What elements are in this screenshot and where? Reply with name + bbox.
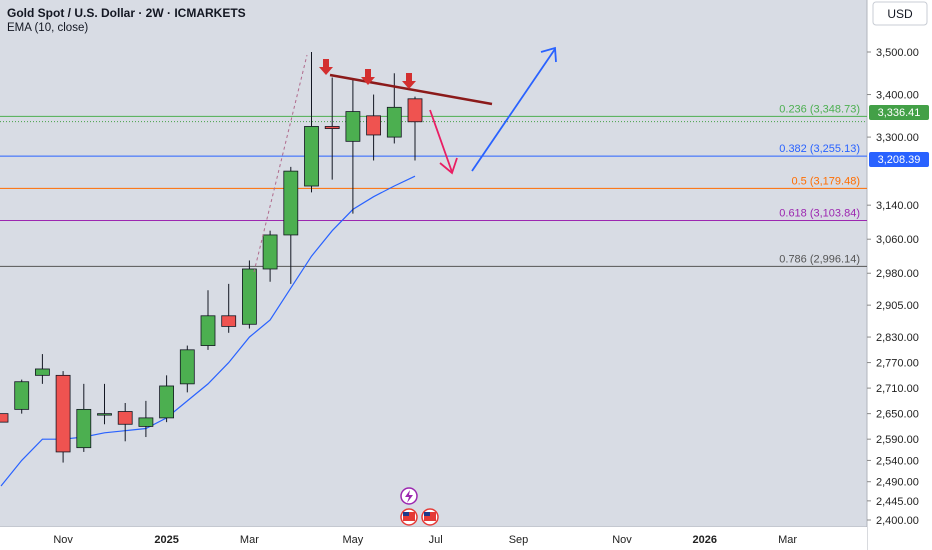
candle-10 bbox=[200, 290, 216, 350]
x-tick-label-6: Nov bbox=[612, 534, 632, 546]
candle-body-8 bbox=[159, 385, 175, 419]
candle-body-15 bbox=[304, 126, 319, 187]
x-tick-label-8: Mar bbox=[778, 534, 797, 546]
annotations bbox=[253, 46, 557, 526]
candle-body-6 bbox=[117, 411, 133, 425]
y-tick-label-11: 3,060.00 bbox=[876, 234, 919, 246]
candle-19 bbox=[386, 73, 402, 144]
currency-button-label[interactable]: USD bbox=[887, 7, 913, 21]
candle-0 bbox=[0, 413, 9, 423]
fib-label-0.618: 0.618 (3,103.84) bbox=[779, 208, 860, 220]
candle-body-12 bbox=[241, 268, 257, 325]
candle-body-9 bbox=[179, 349, 195, 385]
candle-14 bbox=[283, 166, 299, 284]
chart-title: Gold Spot / U.S. Dollar · 2W · ICMARKETS bbox=[7, 6, 246, 20]
fib-label-0.5: 0.5 (3,179.48) bbox=[792, 175, 861, 187]
candle-13 bbox=[262, 230, 278, 282]
candle-3 bbox=[55, 371, 71, 463]
candle-1 bbox=[14, 379, 30, 414]
fib-label-0.236: 0.236 (3,348.73) bbox=[779, 103, 860, 115]
candle-body-10 bbox=[200, 315, 216, 346]
candle-12 bbox=[241, 260, 257, 329]
candle-body-16 bbox=[324, 126, 340, 129]
candle-body-18 bbox=[366, 115, 382, 136]
candles bbox=[0, 52, 423, 463]
y-tick-label-8: 2,830.00 bbox=[876, 332, 919, 344]
y-tick-label-2: 2,490.00 bbox=[876, 477, 919, 489]
candle-8 bbox=[159, 375, 175, 423]
current-price-label: 3,336.41 bbox=[878, 107, 921, 119]
candle-17 bbox=[345, 79, 361, 214]
fibonacci-levels: 0.236 (3,348.73) 0.382 (3,255.13) 0.5 (3,1… bbox=[0, 103, 867, 267]
candle-body-11 bbox=[221, 315, 237, 327]
y-tick-label-14: 3,300.00 bbox=[876, 132, 919, 144]
time-axis-background bbox=[0, 527, 867, 550]
current-price-tag: 3,336.41 bbox=[869, 105, 929, 120]
down-marker-3 bbox=[402, 73, 416, 89]
candle-4 bbox=[76, 383, 92, 452]
currency-button[interactable]: USD bbox=[872, 1, 928, 26]
fib-label-0.786: 0.786 (2,996.14) bbox=[779, 253, 860, 265]
candle-9 bbox=[179, 345, 195, 393]
candle-body-5 bbox=[97, 413, 112, 416]
down-marker-2 bbox=[361, 69, 375, 85]
candle-body-2 bbox=[35, 368, 50, 376]
candle-body-17 bbox=[345, 111, 361, 142]
candle-11 bbox=[221, 283, 237, 333]
ema-price-label: 3,208.39 bbox=[878, 154, 921, 166]
time-axis[interactable]: Nov 2025 Mar May Jul Sep Nov 2026 Mar bbox=[53, 534, 797, 546]
candle-body-7 bbox=[138, 417, 154, 427]
x-tick-label-7: 2026 bbox=[693, 534, 717, 546]
candle-body-19 bbox=[386, 106, 402, 138]
x-tick-label-1: 2025 bbox=[154, 534, 178, 546]
ema-price-tag: 3,208.39 bbox=[869, 152, 929, 167]
indicator-legend: EMA (10, close) bbox=[7, 22, 88, 34]
candle-body-14 bbox=[283, 170, 299, 236]
y-tick-label-10: 2,980.00 bbox=[876, 268, 919, 280]
y-tick-label-3: 2,540.00 bbox=[876, 455, 919, 467]
x-tick-label-2: Mar bbox=[240, 534, 259, 546]
plot-background bbox=[0, 0, 867, 550]
y-tick-label-1: 2,445.00 bbox=[876, 496, 919, 508]
y-tick-label-16: 3,500.00 bbox=[876, 47, 919, 59]
red-down-arrow bbox=[429, 109, 458, 175]
x-tick-label-0: Nov bbox=[53, 534, 73, 546]
candle-body-3 bbox=[55, 374, 71, 453]
x-tick-label-3: May bbox=[343, 534, 364, 546]
candle-body-0 bbox=[0, 413, 9, 423]
y-tick-label-9: 2,905.00 bbox=[876, 300, 919, 312]
price-axis-background bbox=[867, 0, 932, 550]
x-tick-label-5: Sep bbox=[509, 534, 529, 546]
fib-label-0.382: 0.382 (3,255.13) bbox=[779, 143, 860, 155]
y-tick-label-12: 3,140.00 bbox=[876, 200, 919, 212]
y-tick-label-4: 2,590.00 bbox=[876, 434, 919, 446]
y-tick-label-5: 2,650.00 bbox=[876, 409, 919, 421]
us-flag-event-icon-1[interactable] bbox=[400, 508, 418, 526]
candle-6 bbox=[117, 403, 133, 442]
y-tick-label-7: 2,770.00 bbox=[876, 358, 919, 370]
candle-18 bbox=[366, 94, 382, 161]
blue-up-arrow bbox=[471, 46, 557, 172]
candle-body-1 bbox=[14, 381, 30, 410]
candle-2 bbox=[35, 354, 50, 384]
candle-body-4 bbox=[76, 408, 92, 449]
us-flag-event-icon-2[interactable] bbox=[421, 508, 439, 526]
candle-20 bbox=[407, 96, 423, 161]
candle-15 bbox=[304, 52, 319, 193]
y-tick-label-0: 2,400.00 bbox=[876, 515, 919, 527]
y-tick-label-15: 3,400.00 bbox=[876, 90, 919, 102]
lightning-event-icon[interactable] bbox=[400, 487, 418, 505]
price-axis[interactable]: 2,400.00 2,445.00 2,490.00 2,540.00 2,590.00… bbox=[867, 47, 919, 527]
candle-7 bbox=[138, 400, 154, 438]
y-tick-label-6: 2,710.00 bbox=[876, 383, 919, 395]
down-marker-1 bbox=[319, 59, 333, 75]
candle-5 bbox=[97, 383, 112, 425]
x-tick-label-4: Jul bbox=[429, 534, 443, 546]
candle-body-13 bbox=[262, 234, 278, 270]
resistance-trend-line bbox=[329, 73, 493, 106]
candle-16 bbox=[324, 77, 340, 180]
candle-body-20 bbox=[407, 98, 423, 123]
dashed-trend-line bbox=[253, 54, 308, 273]
